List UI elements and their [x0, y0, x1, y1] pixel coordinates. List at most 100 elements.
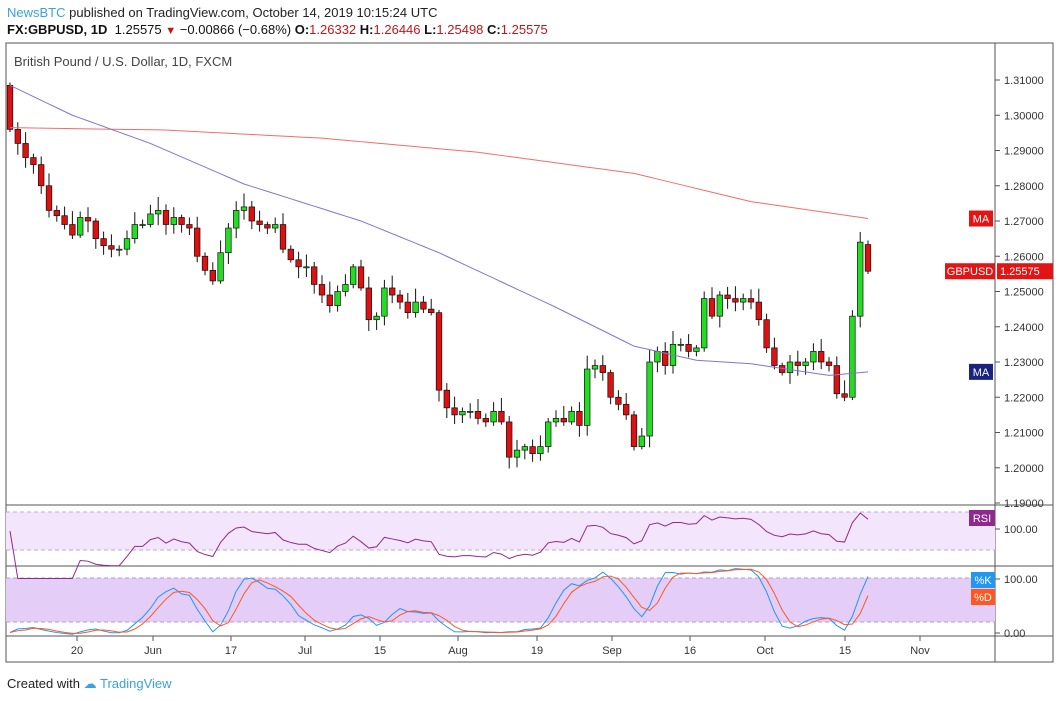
candle-body — [45, 185, 53, 211]
footer: Created with ☁ TradingView — [7, 676, 172, 692]
y-tick-label: 1.28000 — [1004, 181, 1044, 193]
candle-body — [849, 315, 856, 398]
y-tick-label: 1.23000 — [1004, 357, 1044, 369]
candle-body — [139, 224, 146, 226]
candle-body — [794, 361, 801, 366]
candle-body — [467, 411, 474, 413]
stoch-band — [6, 578, 995, 622]
candle-body — [810, 351, 817, 363]
candle-body — [53, 210, 60, 217]
low-label: L: — [424, 22, 437, 37]
candle-body — [248, 206, 255, 222]
candle-body — [498, 411, 505, 423]
candle-body — [326, 294, 333, 306]
candle-body — [591, 365, 599, 370]
candle-body — [740, 298, 747, 303]
candle-body — [521, 446, 528, 451]
candle-body — [311, 266, 318, 285]
ohlc-line: FX:GBPUSD, 1D 1.25575 ▼ −0.00866 (−0.68%… — [7, 22, 548, 37]
x-tick-label: Aug — [448, 645, 468, 657]
candle-body — [350, 266, 357, 285]
candle-body — [225, 227, 232, 254]
candle-body — [123, 238, 131, 250]
candle-body — [272, 224, 279, 229]
stoch-tick-label: 100.00 — [1004, 574, 1038, 586]
candle-body — [864, 244, 872, 272]
rsi-tick-label: 100.00 — [1004, 524, 1038, 536]
x-tick-label: 20 — [71, 645, 83, 657]
x-tick-label: Jul — [298, 645, 312, 657]
candle-body — [147, 213, 154, 225]
candle-body — [630, 414, 638, 447]
candle-body — [638, 435, 645, 447]
candle-body — [420, 301, 427, 310]
candle-body — [357, 266, 365, 289]
symbol: FX:GBPUSD, 1D — [7, 22, 108, 37]
last-price: 1.25575 — [114, 22, 162, 37]
ma-slow-tag: MA — [973, 214, 990, 226]
close-value: 1.25575 — [500, 22, 548, 37]
candle-body — [201, 255, 209, 271]
created-with: Created with — [7, 676, 80, 691]
x-tick-label: 19 — [531, 645, 543, 657]
y-tick-label: 1.21000 — [1004, 428, 1044, 440]
candle-body — [131, 224, 138, 239]
y-tick-label: 1.29000 — [1004, 146, 1044, 158]
candle-body — [716, 294, 723, 317]
price-tag-bg — [997, 263, 1053, 280]
candle-body — [38, 164, 45, 187]
candle-body — [30, 157, 37, 165]
publish-info: NewsBTC published on TradingView.com, Oc… — [7, 5, 437, 20]
candle-body — [786, 361, 794, 373]
candle-body — [662, 351, 669, 366]
candle-body — [217, 252, 224, 282]
candle-body — [584, 368, 591, 426]
candle-body — [186, 224, 193, 229]
candle-body — [568, 411, 575, 423]
x-tick-label: 15 — [374, 645, 386, 657]
candle-body — [732, 298, 739, 303]
candle-body — [654, 351, 661, 363]
candle-body — [155, 210, 162, 215]
publisher-link[interactable]: NewsBTC — [7, 5, 66, 20]
candle-body — [178, 217, 185, 225]
candle-body — [209, 270, 216, 282]
candle-body — [724, 294, 731, 299]
candle-body — [537, 446, 544, 455]
candle-body — [108, 245, 115, 250]
chart-title: British Pound / U.S. Dollar, 1D, FXCM — [14, 54, 232, 69]
y-tick-label: 1.19000 — [1004, 498, 1044, 510]
x-tick-label: Nov — [910, 645, 930, 657]
candle-body — [490, 411, 497, 423]
candle-body — [162, 210, 170, 225]
tradingview-link[interactable]: TradingView — [100, 676, 172, 691]
y-tick-label: 1.31000 — [1004, 75, 1044, 87]
stoch-d-tag-bg — [971, 589, 995, 605]
candle-body — [443, 389, 450, 409]
candle-body — [279, 224, 287, 250]
candle-body — [607, 372, 614, 398]
candle-body — [693, 347, 700, 352]
candle-body — [389, 287, 396, 296]
candle-body — [22, 143, 29, 158]
down-arrow-icon: ▼ — [165, 25, 177, 37]
y-tick-label: 1.25000 — [1004, 287, 1044, 299]
candle-body — [264, 224, 271, 229]
x-tick-label: 16 — [684, 645, 696, 657]
candle-body — [170, 217, 177, 225]
candle-body — [116, 248, 123, 251]
candle-body — [428, 308, 435, 314]
candle-body — [818, 351, 825, 363]
candle-body — [771, 347, 778, 366]
x-tick-label: Oct — [756, 645, 773, 657]
low-value: 1.25498 — [436, 22, 484, 37]
close-label: C: — [487, 22, 501, 37]
ma-fast-tag: MA — [973, 367, 990, 379]
stoch-d-line — [9, 568, 869, 634]
ma-slow-tag-bg — [969, 210, 993, 227]
x-tick-label: 15 — [839, 645, 851, 657]
candle-body — [194, 227, 201, 257]
candle-body — [303, 266, 310, 269]
x-tick-label: Sep — [602, 645, 622, 657]
